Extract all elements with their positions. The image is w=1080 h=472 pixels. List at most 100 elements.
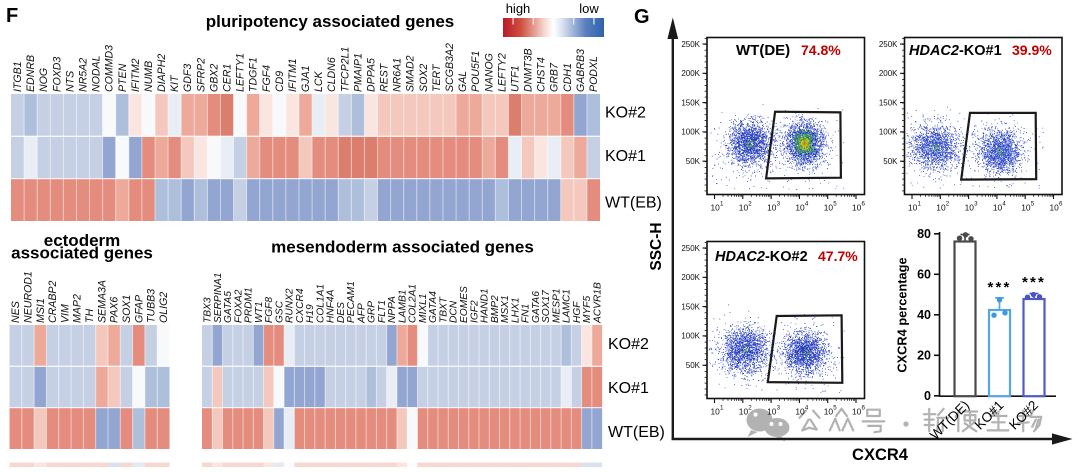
svg-text:SOX2: SOX2 [418,64,430,92]
svg-text:HDAC2-KO#2: HDAC2-KO#2 [715,249,808,265]
svg-text:KIT: KIT [169,74,181,92]
svg-text:NES: NES [10,301,22,323]
svg-text:MYF5: MYF5 [582,295,593,323]
svg-text:10: 10 [739,407,749,417]
svg-text:200K: 200K [681,273,700,282]
svg-text:10: 10 [795,407,805,417]
svg-text:pluripotency associated genes: pluripotency associated genes [206,12,454,31]
svg-text:ectoderm: ectoderm [44,231,121,250]
svg-text:NPPA: NPPA [387,296,398,323]
svg-text:50K: 50K [686,361,701,370]
svg-text:MESP1: MESP1 [551,288,562,323]
svg-text:IGF2: IGF2 [469,300,480,323]
svg-text:NR6A1: NR6A1 [392,58,404,92]
svg-text:F: F [6,5,18,27]
svg-text:CXCR4: CXCR4 [295,288,306,323]
svg-text:10: 10 [1050,203,1060,213]
svg-text:LCK: LCK [313,70,325,92]
svg-text:10: 10 [1021,203,1031,213]
svg-text:DNMT3B: DNMT3B [523,48,535,92]
svg-text:TERT: TERT [431,63,443,92]
svg-text:EOMES: EOMES [459,286,470,323]
svg-text:COL2A1: COL2A1 [408,284,419,323]
svg-text:SERPINA1: SERPINA1 [213,273,224,323]
svg-text:VIM: VIM [59,304,71,323]
svg-text:10: 10 [852,407,862,417]
svg-text:10: 10 [824,203,834,213]
svg-text:KO#2: KO#2 [608,336,649,353]
svg-text:MAP2: MAP2 [72,294,84,323]
svg-text:NEUROD1: NEUROD1 [22,271,34,323]
svg-text:GATA6: GATA6 [531,291,542,323]
svg-text:GRB7: GRB7 [549,62,561,92]
svg-text:1: 1 [720,201,724,208]
svg-text:40: 40 [917,308,931,322]
svg-text:10: 10 [908,203,918,213]
svg-text:GRP: GRP [367,301,378,323]
svg-text:WT1: WT1 [254,301,265,323]
svg-text:5: 5 [1031,201,1035,208]
svg-text:10: 10 [824,407,834,417]
svg-text:GSC: GSC [274,300,285,323]
svg-text:100K: 100K [879,128,898,137]
svg-text:AFP: AFP [356,303,367,324]
svg-text:LAMB1: LAMB1 [397,290,408,323]
svg-text:10: 10 [711,407,721,417]
svg-text:TDGF1: TDGF1 [248,57,260,92]
svg-text:MSX1: MSX1 [500,295,511,323]
svg-text:FOXD3: FOXD3 [51,57,63,92]
svg-text:150K: 150K [681,98,700,107]
svg-text:6: 6 [862,201,866,208]
svg-text:CRABP2: CRABP2 [47,281,59,323]
svg-text:***: *** [1022,274,1046,291]
svg-text:20: 20 [917,349,931,363]
svg-text:10: 10 [852,203,862,213]
svg-text:ITGB1: ITGB1 [12,61,24,92]
svg-text:GATA4: GATA4 [428,291,439,323]
svg-text:HDAC2-KO#1: HDAC2-KO#1 [909,43,1002,59]
svg-text:3: 3 [777,201,781,208]
svg-text:PECAM1: PECAM1 [346,281,357,323]
svg-text:KO#1: KO#1 [608,380,649,397]
svg-text:50K: 50K [883,157,898,166]
svg-text:200K: 200K [681,69,700,78]
svg-text:LHX1: LHX1 [510,298,521,323]
svg-text:150K: 150K [681,302,700,311]
svg-text:FN1: FN1 [521,304,532,323]
svg-text:250K: 250K [681,40,700,49]
svg-text:PODXL: PODXL [588,56,600,92]
svg-text:CHST4: CHST4 [536,57,548,92]
svg-text:10: 10 [767,407,777,417]
svg-text:HAND1: HAND1 [480,288,491,323]
svg-text:39.9%: 39.9% [1012,42,1052,58]
svg-text:DCN: DCN [449,300,460,323]
svg-text:10: 10 [965,203,975,213]
svg-text:IFITM1: IFITM1 [287,58,299,92]
svg-text:MIXL1: MIXL1 [418,294,429,323]
svg-text:4: 4 [805,405,809,412]
svg-text:2: 2 [748,201,752,208]
svg-text:MSI1: MSI1 [35,298,47,323]
svg-text:DPPA5: DPPA5 [365,58,377,92]
svg-text:LEFTY2: LEFTY2 [496,53,508,92]
svg-text:NTS: NTS [64,71,76,92]
svg-text:NOG: NOG [38,68,50,92]
svg-text:TBX3: TBX3 [203,297,214,323]
svg-text:10: 10 [711,203,721,213]
svg-text:DES: DES [336,302,347,323]
svg-text:5: 5 [833,201,837,208]
svg-text:1: 1 [918,201,922,208]
svg-text:1: 1 [720,405,724,412]
svg-text:REST: REST [379,62,391,92]
svg-text:FGF8: FGF8 [264,297,275,323]
svg-text:EDNRB: EDNRB [25,55,37,92]
svg-text:high: high [506,1,531,16]
svg-text:4: 4 [805,201,809,208]
svg-text:100K: 100K [681,332,700,341]
svg-text:IFITM2: IFITM2 [130,58,142,92]
svg-text:SMAD2: SMAD2 [405,55,417,92]
svg-text:CER1: CER1 [221,64,233,92]
svg-text:NR5A2: NR5A2 [77,58,89,92]
svg-text:SSC-H: SSC-H [648,222,665,270]
svg-text:SOX17: SOX17 [541,290,552,323]
